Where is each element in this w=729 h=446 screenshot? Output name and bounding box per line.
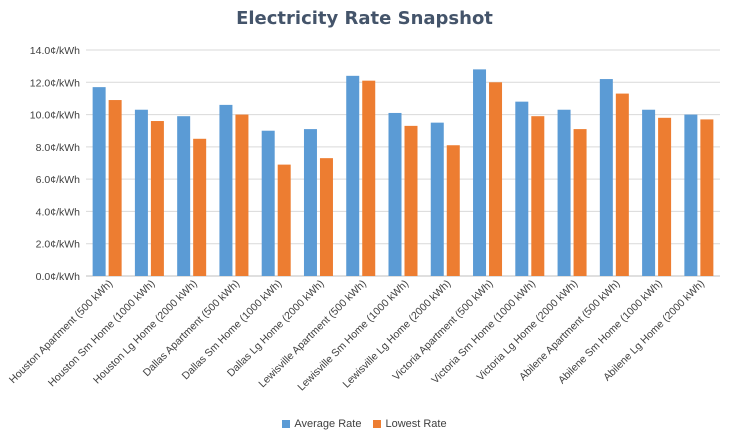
y-tick-label: 8.0¢/kWh <box>36 142 81 154</box>
y-tick-label: 2.0¢/kWh <box>36 239 81 251</box>
bar-lowest-rate <box>277 164 291 276</box>
y-tick-label: 14.0¢/kWh <box>30 45 80 57</box>
bar-lowest-rate <box>615 93 629 276</box>
bar-average-rate <box>642 109 656 276</box>
bar-lowest-rate <box>658 117 672 276</box>
bar-average-rate <box>388 112 402 276</box>
bar-lowest-rate <box>235 114 249 276</box>
y-tick-label: 12.0¢/kWh <box>30 77 80 89</box>
bar-average-rate <box>346 75 360 276</box>
bar-average-rate <box>430 122 444 277</box>
y-tick-label: 0.0¢/kWh <box>36 271 81 283</box>
bar-lowest-rate <box>404 125 418 276</box>
bar-lowest-rate <box>319 158 333 276</box>
bar-average-rate <box>134 109 148 276</box>
bar-average-rate <box>557 109 571 276</box>
bar-average-rate <box>303 129 317 276</box>
bar-average-rate <box>599 79 613 276</box>
y-tick-label: 10.0¢/kWh <box>30 110 80 122</box>
bar-lowest-rate <box>150 121 164 277</box>
bar-average-rate <box>92 87 106 276</box>
legend-item-lowest-rate: Lowest Rate <box>373 418 447 430</box>
bar-average-rate <box>177 116 191 276</box>
bar-average-rate <box>515 101 529 277</box>
bar-average-rate <box>261 130 275 276</box>
bar-average-rate <box>219 104 233 276</box>
chart-title: Electricity Rate Snapshot <box>236 8 493 29</box>
bar-lowest-rate <box>531 116 545 276</box>
bar-lowest-rate <box>193 138 207 276</box>
bar-lowest-rate <box>489 82 503 277</box>
legend: Average Rate Lowest Rate <box>0 418 729 430</box>
bar-lowest-rate <box>446 145 460 276</box>
legend-label-lowest-rate: Lowest Rate <box>385 418 447 430</box>
bar-lowest-rate <box>362 80 376 277</box>
bar-lowest-rate <box>108 100 122 277</box>
bar-average-rate <box>684 114 698 276</box>
bar-average-rate <box>473 69 487 276</box>
y-tick-label: 4.0¢/kWh <box>36 206 81 218</box>
legend-swatch-average-rate <box>282 420 291 428</box>
legend-item-average-rate: Average Rate <box>282 418 361 430</box>
legend-label-average-rate: Average Rate <box>294 418 362 430</box>
bar-lowest-rate <box>700 119 714 277</box>
y-tick-label: 6.0¢/kWh <box>36 174 81 186</box>
bar-lowest-rate <box>573 129 587 276</box>
legend-swatch-lowest-rate <box>373 420 382 428</box>
